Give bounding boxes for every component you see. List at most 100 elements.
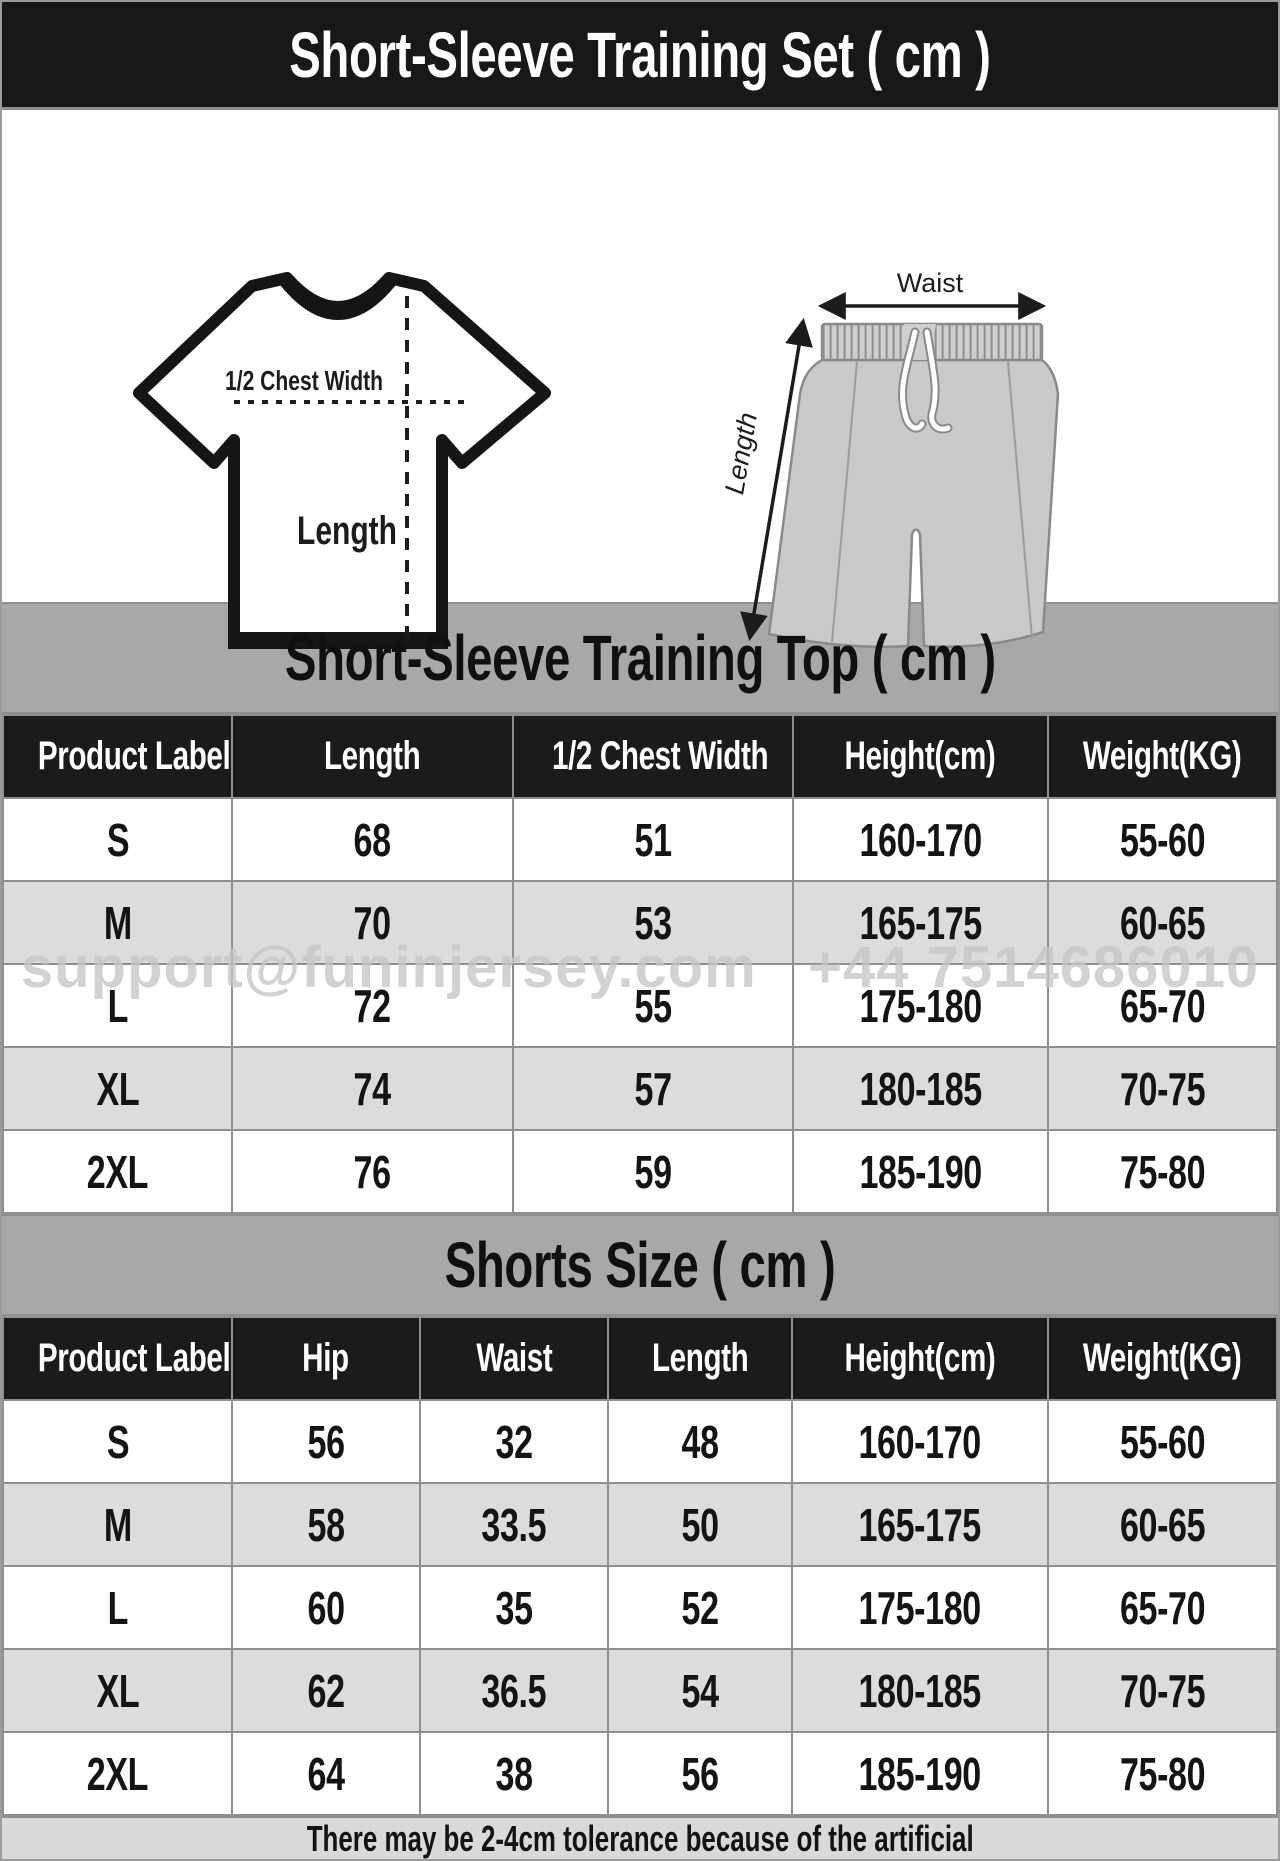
header-cell: Hip	[231, 1316, 421, 1401]
size-cell: 35	[418, 1565, 610, 1650]
shorts-waist-label: Waist	[897, 268, 964, 298]
tolerance-note-bar: There may be 2-4cm tolerance because of …	[2, 1816, 1278, 1859]
table-row: M 58 33.5 50 165-175 60-65	[2, 1482, 1278, 1567]
size-cell: 62	[231, 1648, 421, 1733]
size-cell: 50	[607, 1482, 793, 1567]
size-cell: 32	[418, 1399, 610, 1484]
size-cell: 74	[231, 1046, 514, 1131]
size-cell: 60-65	[1046, 880, 1278, 965]
tshirt-outline	[133, 272, 551, 649]
size-cell: 2XL	[2, 1129, 234, 1214]
table-row: S 56 32 48 160-170 55-60	[2, 1399, 1278, 1484]
shorts-length-label: Length	[722, 410, 763, 497]
size-cell: 72	[231, 963, 514, 1048]
size-cell: 55-60	[1046, 797, 1278, 882]
size-cell: 175-180	[791, 963, 1049, 1048]
size-cell: 55	[511, 963, 794, 1048]
size-cell: M	[2, 880, 234, 965]
shorts-diagram: Waist Length	[722, 268, 1060, 649]
size-cell: 165-175	[790, 1482, 1049, 1567]
page-title: Short-Sleeve Training Set ( cm )	[289, 18, 991, 91]
shorts-length-arrow	[740, 317, 813, 642]
tolerance-note: There may be 2-4cm tolerance because of …	[306, 1818, 974, 1859]
size-cell: 180-185	[790, 1648, 1049, 1733]
size-cell: 165-175	[791, 880, 1049, 965]
header-cell: Length	[231, 714, 514, 799]
size-cell: 65-70	[1046, 963, 1278, 1048]
header-cell: Length	[607, 1316, 793, 1401]
size-cell: 160-170	[791, 797, 1049, 882]
size-cell: 60	[231, 1565, 421, 1650]
top-table-title: Short-Sleeve Training Top ( cm )	[284, 622, 996, 694]
table-row: 2XL 76 59 185-190 75-80	[2, 1129, 1278, 1214]
table-row: L 72 55 175-180 65-70	[2, 963, 1278, 1048]
top-size-table: Product Label Length 1/2 Chest Width Hei…	[2, 714, 1278, 1214]
illustration-area: 1/2 Chest Width Length Waist Length	[2, 110, 1278, 649]
tshirt-collar	[276, 271, 400, 320]
size-cell: 70-75	[1046, 1648, 1278, 1733]
size-cell: 70-75	[1046, 1046, 1278, 1131]
header-cell: Product Label	[2, 714, 234, 799]
size-cell: L	[2, 963, 234, 1048]
size-cell: 65-70	[1046, 1565, 1278, 1650]
size-cell: 185-190	[790, 1731, 1049, 1816]
header-cell: 1/2 Chest Width	[511, 714, 794, 799]
size-cell: L	[2, 1565, 234, 1650]
table-row: XL 74 57 180-185 70-75	[2, 1046, 1278, 1131]
size-cell: 2XL	[2, 1731, 234, 1816]
size-cell: 56	[607, 1731, 793, 1816]
top-table-header-row: Product Label Length 1/2 Chest Width Hei…	[2, 714, 1278, 799]
table-row: 2XL 64 38 56 185-190 75-80	[2, 1731, 1278, 1816]
size-cell: 33.5	[418, 1482, 610, 1567]
size-cell: 185-190	[791, 1129, 1049, 1214]
tshirt-diagram: 1/2 Chest Width Length	[133, 271, 551, 649]
shorts-table-title: Shorts Size ( cm )	[444, 1229, 836, 1301]
top-table-title-bar: Short-Sleeve Training Top ( cm )	[2, 602, 1278, 714]
size-cell: 60-65	[1046, 1482, 1278, 1567]
size-cell: 175-180	[790, 1565, 1049, 1650]
tshirt-hem	[228, 632, 448, 649]
size-cell: 48	[607, 1399, 793, 1484]
shorts-table-header-row: Product Label Hip Waist Length Height(cm…	[2, 1316, 1278, 1401]
size-cell: 56	[231, 1399, 421, 1484]
size-cell: 160-170	[790, 1399, 1049, 1484]
tshirt-chest-label: 1/2 Chest Width	[225, 365, 383, 396]
size-cell: 53	[511, 880, 794, 965]
header-cell: Weight(KG)	[1046, 1316, 1278, 1401]
shorts-table-title-bar: Shorts Size ( cm )	[2, 1214, 1278, 1316]
header-cell: Product Label	[2, 1316, 234, 1401]
size-cell: M	[2, 1482, 234, 1567]
table-row: XL 62 36.5 54 180-185 70-75	[2, 1648, 1278, 1733]
page-title-bar: Short-Sleeve Training Set ( cm )	[2, 2, 1278, 110]
size-cell: 52	[607, 1565, 793, 1650]
tshirt-length-label: Length	[297, 509, 397, 553]
shorts-left-crease	[831, 361, 858, 643]
size-cell: 68	[231, 797, 514, 882]
size-cell: 55-60	[1046, 1399, 1278, 1484]
size-cell: 38	[418, 1731, 610, 1816]
size-cell: 76	[231, 1129, 514, 1214]
size-cell: 75-80	[1046, 1129, 1278, 1214]
header-cell: Height(cm)	[791, 714, 1049, 799]
size-cell: 57	[511, 1046, 794, 1131]
header-cell: Weight(KG)	[1046, 714, 1278, 799]
size-cell: 54	[607, 1648, 793, 1733]
size-cell: 36.5	[418, 1648, 610, 1733]
table-row: S 68 51 160-170 55-60	[2, 797, 1278, 882]
shorts-size-table: Product Label Hip Waist Length Height(cm…	[2, 1316, 1278, 1816]
header-cell: Waist	[418, 1316, 610, 1401]
drawstring	[900, 329, 951, 432]
size-cell: S	[2, 797, 234, 882]
shorts-right-crease	[1007, 361, 1033, 639]
size-cell: 64	[231, 1731, 421, 1816]
table-row: M 70 53 165-175 60-65	[2, 880, 1278, 965]
size-cell: 58	[231, 1482, 421, 1567]
size-cell: S	[2, 1399, 234, 1484]
size-cell: 180-185	[791, 1046, 1049, 1131]
size-cell: XL	[2, 1648, 234, 1733]
size-cell: 59	[511, 1129, 794, 1214]
size-cell: XL	[2, 1046, 234, 1131]
size-cell: 51	[511, 797, 794, 882]
size-cell: 70	[231, 880, 514, 965]
